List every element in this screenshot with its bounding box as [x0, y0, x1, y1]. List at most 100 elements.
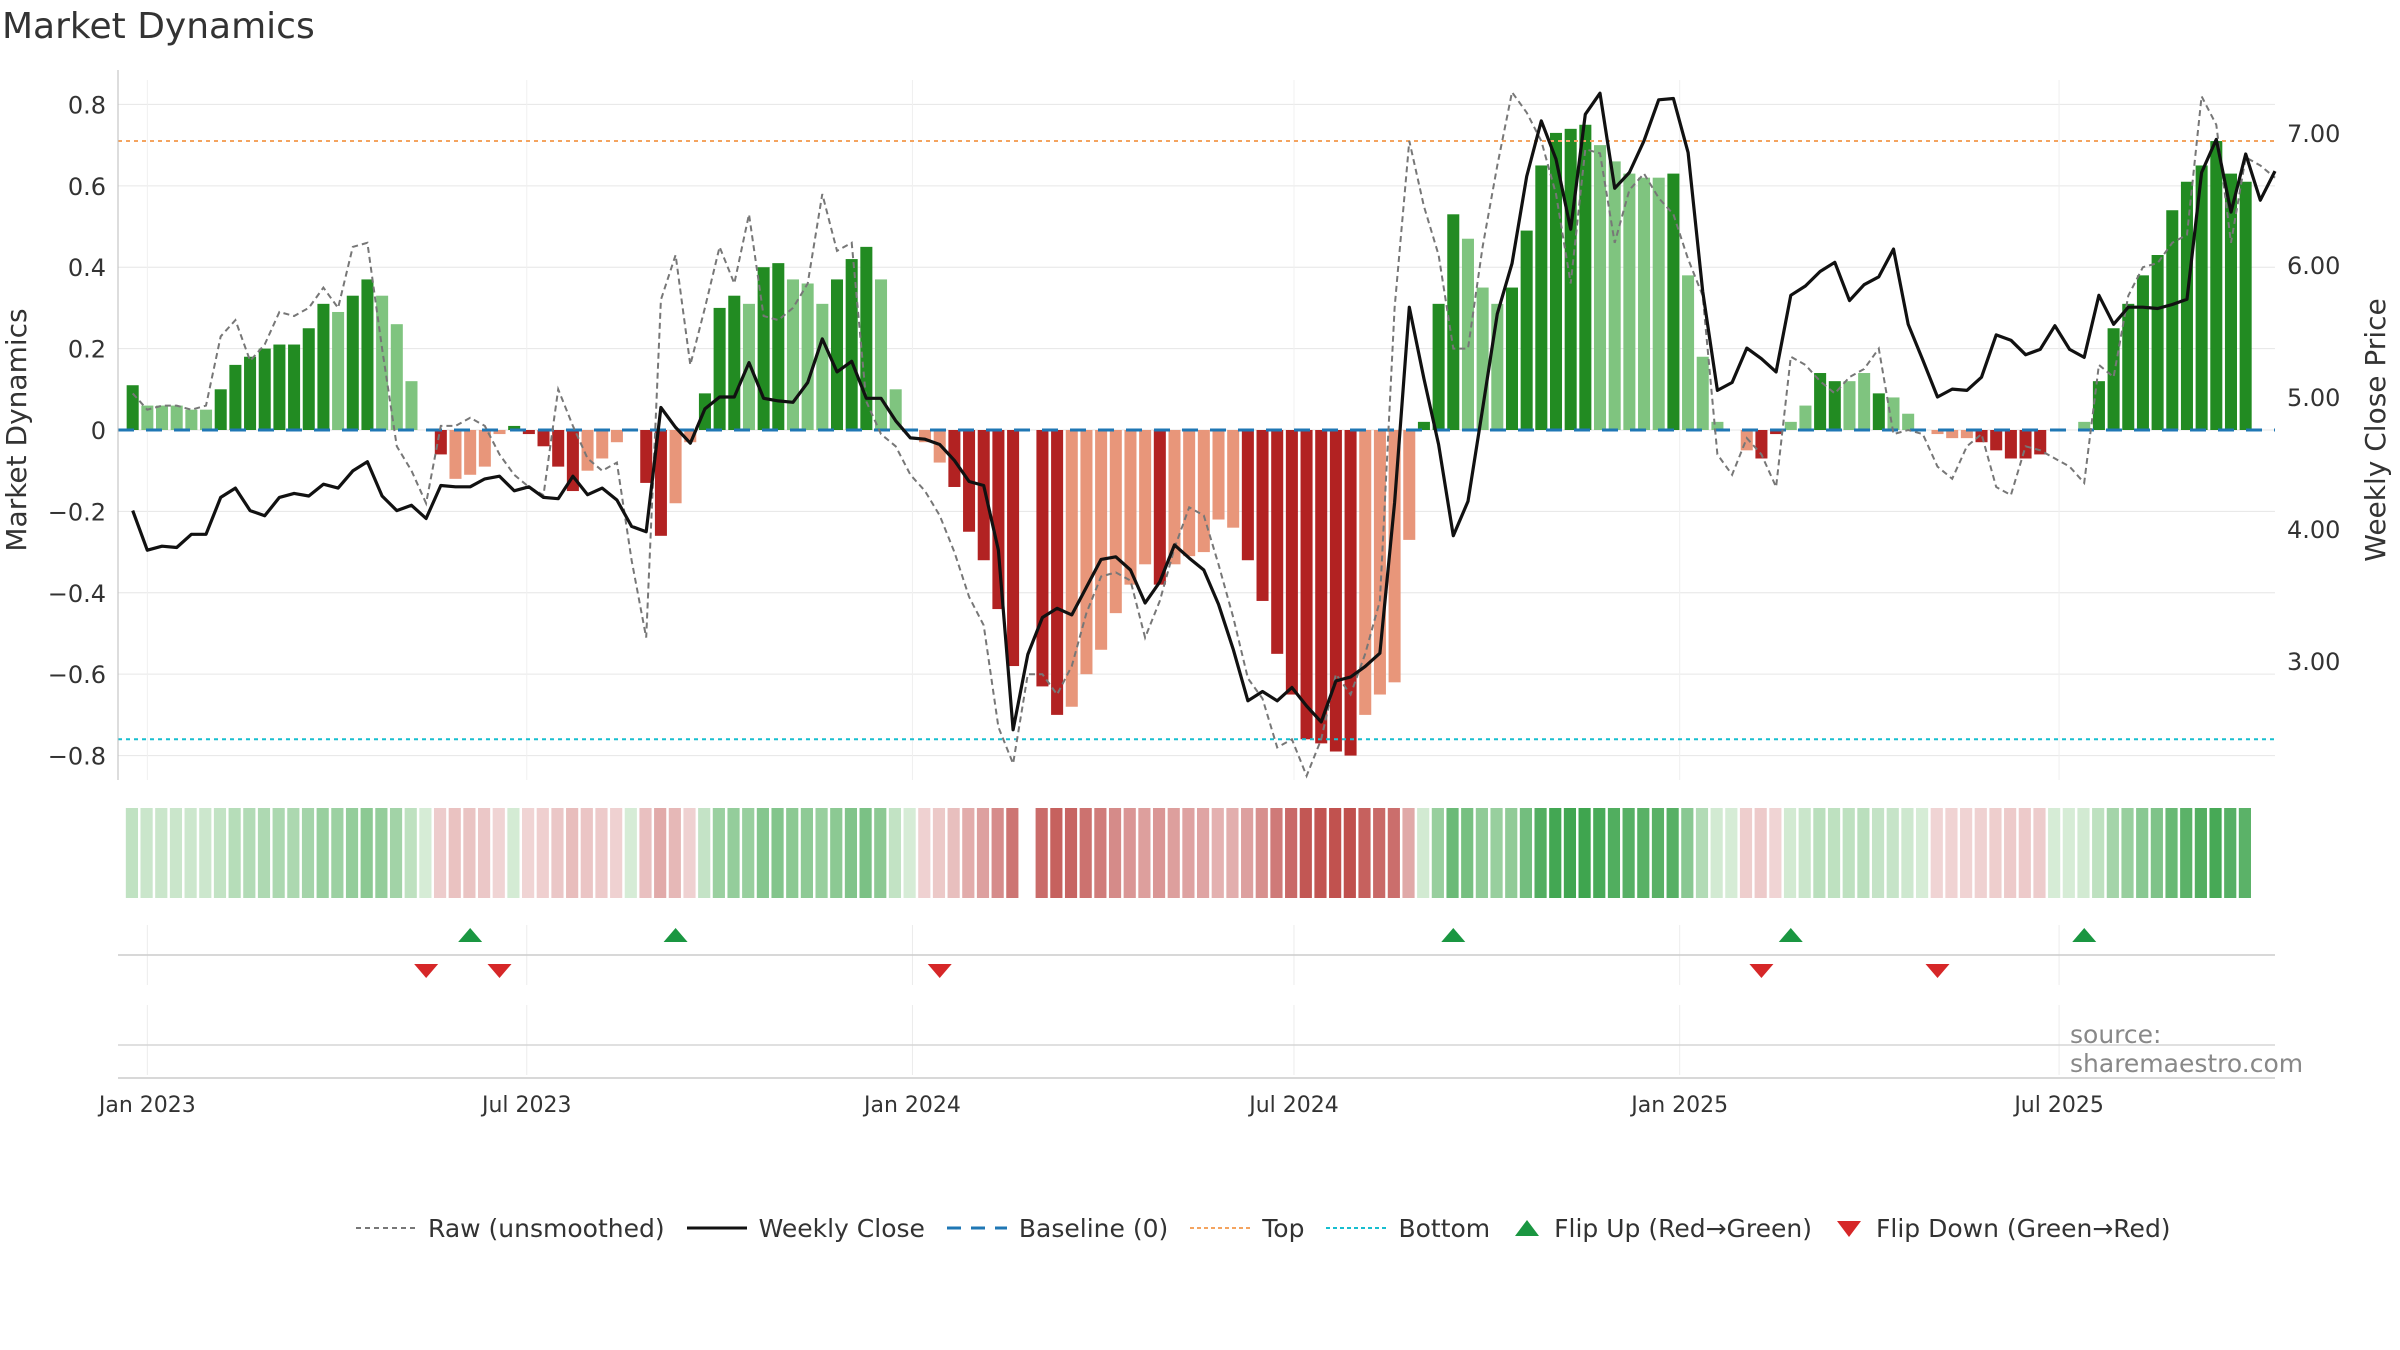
dynamics-bar [1579, 124, 1592, 430]
dashed-blue-line-icon [946, 1226, 1007, 1230]
heat-cell [1006, 808, 1019, 898]
dynamics-bar [596, 430, 609, 459]
y-right-tick-label: 4.00 [2287, 516, 2340, 544]
heat-strip [125, 808, 2251, 898]
dynamics-bar [229, 364, 242, 430]
heat-cell [1079, 808, 1092, 898]
dynamics-bar [566, 430, 579, 492]
heat-cell [2004, 808, 2017, 898]
dynamics-bar [1638, 177, 1651, 430]
dynamics-bar [1770, 430, 1783, 435]
heat-cell [155, 808, 168, 898]
legend-item-raw: Raw (unsmoothed) [356, 1214, 665, 1243]
dynamics-bar [2195, 165, 2208, 430]
dynamics-bar [317, 303, 330, 430]
dynamics-bar [2019, 430, 2032, 459]
heat-cell [1094, 808, 1107, 898]
dynamics-bar [713, 307, 726, 430]
dynamics-bar [1858, 373, 1871, 430]
y-left-tick-label: 0 [91, 417, 106, 445]
legend: Raw (unsmoothed) Weekly Close Baseline (… [356, 1208, 2193, 1248]
heat-cell [360, 808, 373, 898]
dynamics-bar [742, 303, 755, 430]
heat-cell [1226, 808, 1239, 898]
dynamics-bar [1329, 430, 1342, 752]
heat-cell [1373, 808, 1386, 898]
heat-cell [140, 808, 153, 898]
heat-cell [2194, 808, 2207, 898]
dynamics-bar [1784, 421, 1797, 430]
dynamics-bar [1608, 161, 1621, 430]
chart-title: Market Dynamics [2, 6, 315, 47]
reference-lines [118, 140, 2275, 741]
heat-cell [1064, 808, 1078, 898]
dynamics-bar [1872, 393, 1885, 430]
source-note: source: sharemaestro.com [2070, 1020, 2304, 1078]
heat-cell [1871, 808, 1885, 898]
heat-cell [507, 808, 520, 898]
dynamics-bar [757, 267, 770, 430]
dynamics-bar [141, 405, 154, 430]
flip-up-marker [458, 928, 483, 942]
heat-cell [1446, 808, 1459, 898]
heat-cell [272, 808, 285, 898]
heat-cell [1152, 808, 1166, 898]
dashed-gray-line-icon [356, 1227, 416, 1229]
dynamics-bar [214, 389, 227, 430]
dynamics-bar [302, 328, 315, 430]
dynamics-bar [1344, 430, 1357, 756]
y-left-tick-label: −0.2 [48, 498, 106, 526]
heat-cell [654, 808, 667, 898]
dynamics-bar [1153, 430, 1166, 585]
dynamics-bar [346, 295, 359, 430]
dynamics-bar [1007, 430, 1020, 667]
dynamics-bar [288, 344, 301, 430]
heat-cell [1974, 808, 1987, 898]
heat-cell [2048, 808, 2061, 898]
x-tick-label: Jan 2024 [862, 1093, 961, 1118]
x-tick-label: Jul 2025 [2012, 1093, 2104, 1118]
heat-cell [213, 808, 227, 898]
heat-cell [1534, 808, 1547, 898]
y-left-tick-label: 0.6 [68, 173, 106, 201]
heat-cell [1637, 808, 1650, 898]
dynamics-bar [156, 405, 169, 430]
dynamics-bar [449, 430, 462, 479]
dynamics-bar [1667, 173, 1680, 430]
dynamics-bar [1623, 173, 1636, 430]
y-left-tick-label: −0.6 [48, 661, 106, 689]
heat-cell [844, 808, 858, 898]
y-right-tick-label: 3.00 [2287, 648, 2340, 676]
dynamics-bar [1095, 430, 1108, 650]
raw-series [131, 89, 2276, 779]
dynamics-bar [2107, 328, 2120, 430]
dynamics-bar [478, 430, 491, 467]
dynamics-bar [1300, 430, 1313, 740]
dynamics-bar [2004, 430, 2017, 459]
heat-cell [668, 808, 681, 898]
y-left-tick-label: 0.2 [68, 336, 106, 364]
dynamics-bar [2078, 421, 2091, 430]
close-series [131, 91, 2277, 732]
dynamics-bar [1828, 381, 1841, 430]
dynamics-bar [786, 279, 799, 430]
heat-cell [2033, 808, 2046, 898]
dynamics-bar [1594, 145, 1607, 430]
heat-cell [566, 808, 579, 898]
flip-down-marker [1925, 964, 1950, 978]
y-left-tick-label: −0.8 [48, 743, 106, 771]
heat-cell [1123, 808, 1136, 898]
heat-cell [1607, 808, 1621, 898]
heat-cell [1813, 808, 1826, 898]
dynamics-bar [1535, 165, 1548, 430]
heat-cell [1020, 808, 1034, 898]
x-tick-label: Jan 2023 [97, 1093, 196, 1118]
heat-cell [1461, 808, 1474, 898]
heat-cell [1505, 808, 1518, 898]
heat-cell [683, 808, 696, 898]
dynamics-bar [1447, 214, 1460, 430]
heat-cell [1387, 808, 1400, 898]
dynamics-bar [1315, 430, 1328, 744]
heat-cell [639, 808, 652, 898]
legend-label: Weekly Close [758, 1213, 925, 1243]
